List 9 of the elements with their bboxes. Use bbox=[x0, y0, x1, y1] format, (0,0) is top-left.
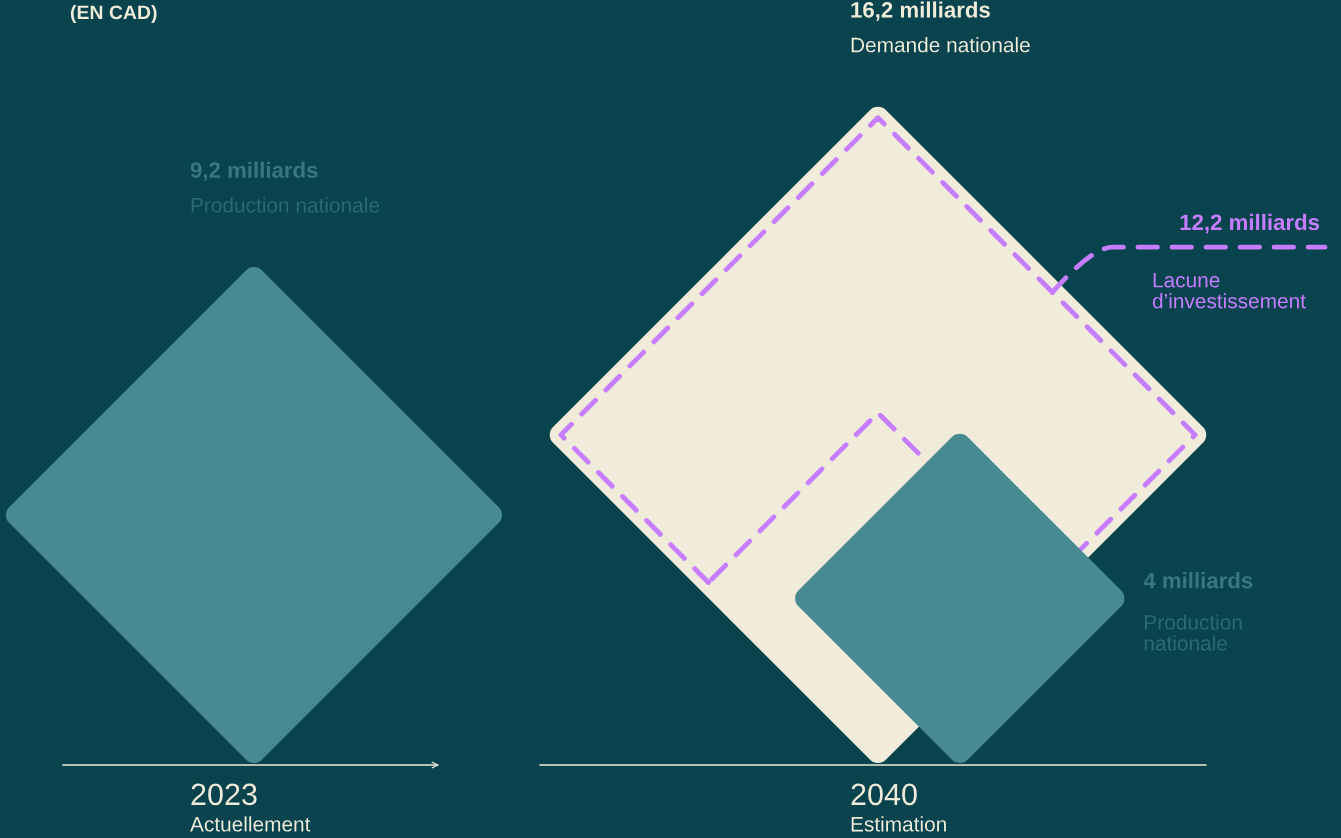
data-label: 16,2 milliards bbox=[851, 1, 990, 21]
text: (EN CAD) bbox=[70, 4, 157, 24]
legend-label: Demande nationale bbox=[851, 37, 1030, 53]
legend-label: Lacune d’investissement bbox=[1152, 272, 1306, 309]
text: Estimation bbox=[851, 816, 946, 832]
category-label: 2023 bbox=[191, 783, 257, 806]
text: Actuellement bbox=[190, 816, 311, 832]
category-label: 2040 bbox=[851, 783, 917, 806]
data-label: 12,2 milliards bbox=[1180, 213, 1320, 234]
